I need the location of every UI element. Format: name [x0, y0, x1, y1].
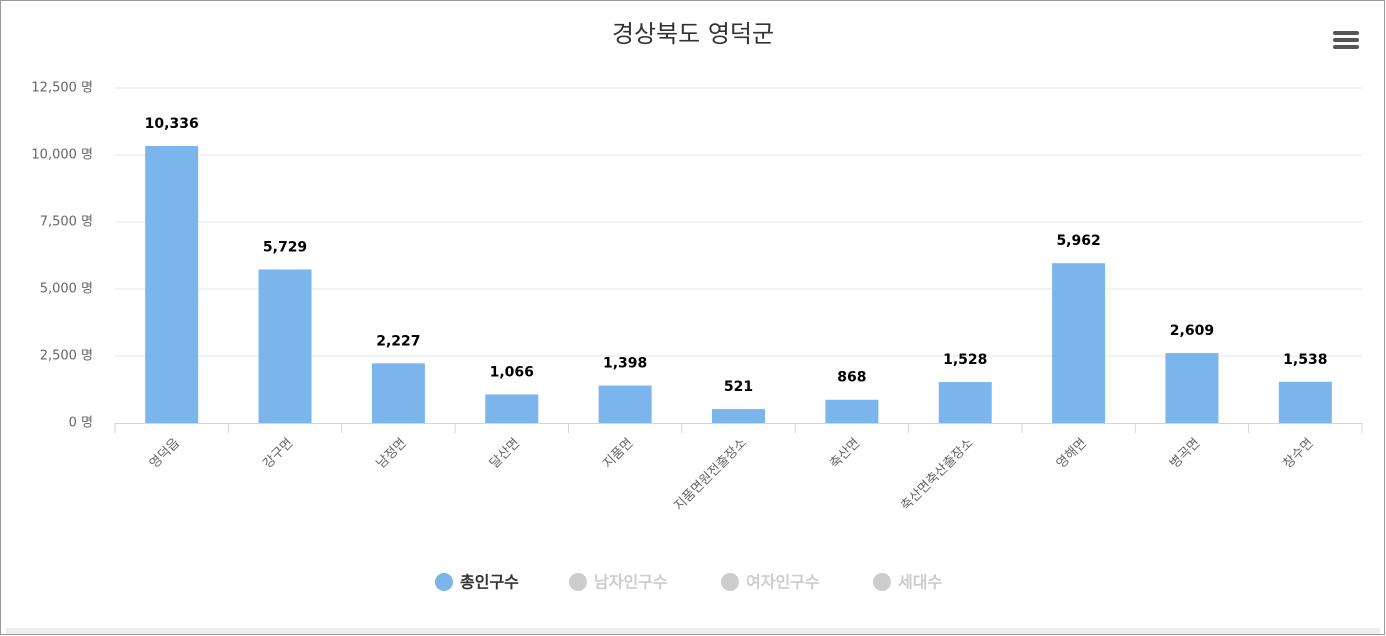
data-label: 868: [837, 370, 866, 386]
menu-button[interactable]: [1333, 31, 1359, 49]
bar: [598, 385, 652, 423]
scroll-strip: [6, 628, 1380, 634]
bar: [1165, 353, 1219, 423]
menu-bar[interactable]: [1333, 31, 1359, 35]
bar: [258, 269, 312, 423]
legend-label[interactable]: 남자인구수: [594, 573, 668, 592]
y-tick-label: 12,500 명: [31, 81, 93, 96]
menu-bar[interactable]: [1333, 45, 1359, 49]
y-tick-label: 7,500 명: [40, 215, 93, 230]
data-label: 1,528: [943, 352, 987, 368]
legend-marker[interactable]: [435, 573, 453, 591]
y-tick-label: 10,000 명: [31, 148, 93, 163]
menu-bar[interactable]: [1333, 38, 1359, 42]
bar: [145, 145, 199, 424]
legend-label[interactable]: 여자인구수: [746, 573, 820, 592]
data-label: 5,962: [1056, 233, 1100, 249]
data-label: 521: [724, 379, 753, 395]
legend-marker[interactable]: [721, 573, 739, 591]
bar: [938, 382, 992, 423]
legend-marker[interactable]: [873, 573, 891, 591]
data-label: 1,398: [603, 356, 647, 372]
bar: [1278, 381, 1332, 423]
bar: [825, 399, 879, 423]
y-tick-label: 2,500 명: [40, 349, 93, 364]
data-label: 2,227: [376, 333, 420, 349]
bar: [712, 409, 765, 423]
legend-marker[interactable]: [569, 573, 587, 591]
bar: [371, 363, 425, 423]
y-tick-label: 0 명: [69, 416, 93, 431]
legend-label[interactable]: 세대수: [898, 573, 942, 592]
data-label: 2,609: [1170, 323, 1214, 339]
bar: [485, 394, 539, 423]
y-tick-label: 5,000 명: [40, 282, 93, 297]
data-label: 5,729: [263, 239, 307, 255]
data-label: 1,066: [490, 364, 534, 380]
data-label: 10,336: [145, 116, 199, 132]
chart-title: 경상북도 영덕군: [612, 20, 774, 48]
bar: [1052, 263, 1106, 423]
data-label: 1,538: [1283, 352, 1327, 368]
legend-label[interactable]: 총인구수: [460, 573, 519, 592]
